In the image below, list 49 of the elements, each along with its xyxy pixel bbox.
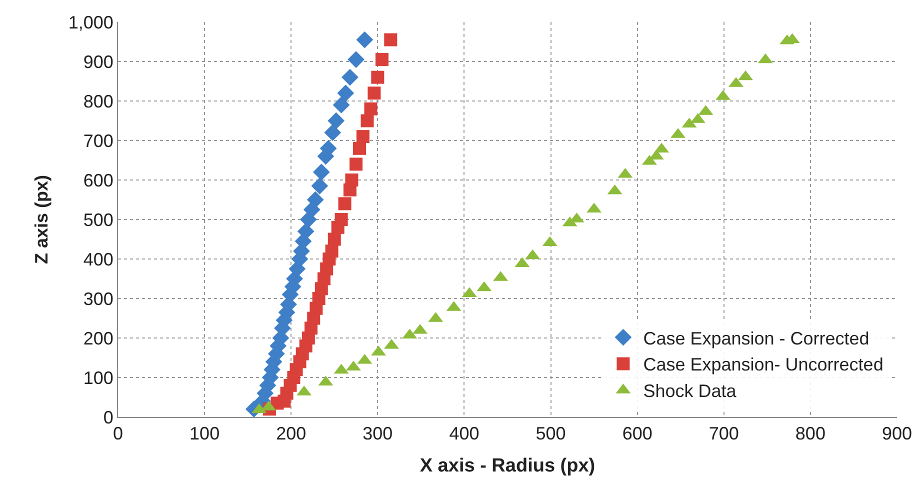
y-tick-label: 100 bbox=[83, 368, 114, 388]
point bbox=[312, 164, 330, 181]
point bbox=[356, 130, 370, 144]
point bbox=[324, 124, 342, 142]
legend-label: Case Expansion- Uncorrected bbox=[643, 354, 884, 375]
point bbox=[350, 158, 363, 171]
point bbox=[364, 102, 378, 116]
point bbox=[352, 142, 366, 155]
x-tick-label: 800 bbox=[795, 424, 826, 444]
point bbox=[328, 112, 345, 130]
point bbox=[306, 191, 324, 208]
point bbox=[338, 197, 352, 210]
point bbox=[371, 70, 384, 84]
point bbox=[325, 244, 338, 258]
y-tick-label: 700 bbox=[83, 130, 114, 151]
x-tick-label: 700 bbox=[708, 424, 739, 444]
point bbox=[375, 53, 388, 66]
x-tick-label: 600 bbox=[622, 424, 652, 444]
point bbox=[337, 84, 354, 102]
x-tick-label: 400 bbox=[449, 424, 480, 444]
y-axis-title: Z axis (px) bbox=[32, 174, 52, 264]
y-tick-label: 300 bbox=[83, 288, 114, 309]
point bbox=[342, 68, 358, 86]
y-tick-label: 200 bbox=[83, 328, 114, 348]
point bbox=[384, 33, 398, 46]
x-tick-label: 300 bbox=[362, 424, 393, 444]
y-tick-label: 600 bbox=[83, 170, 114, 190]
point bbox=[311, 177, 328, 194]
y-tick-label: 1,000 bbox=[68, 12, 114, 32]
point bbox=[345, 174, 358, 186]
point bbox=[360, 114, 374, 128]
point bbox=[332, 96, 350, 114]
y-tick-label: 900 bbox=[83, 52, 114, 72]
x-axis-title: X axis - Radius (px) bbox=[420, 455, 596, 476]
legend-label: Case Expansion - Corrected bbox=[643, 328, 870, 348]
legend-label: Shock Data bbox=[643, 381, 738, 402]
x-tick-label: 100 bbox=[190, 424, 220, 444]
x-tick-label: 900 bbox=[882, 424, 912, 444]
x-tick-label: 200 bbox=[276, 424, 306, 444]
y-tick-label: 500 bbox=[83, 210, 114, 230]
point bbox=[334, 213, 348, 226]
y-tick-label: 0 bbox=[103, 407, 114, 428]
point bbox=[368, 86, 381, 100]
point bbox=[356, 31, 374, 48]
y-tick-label: 400 bbox=[83, 249, 114, 270]
point bbox=[328, 232, 341, 246]
x-tick-label: 500 bbox=[536, 424, 566, 444]
point bbox=[348, 51, 364, 68]
y-tick-label: 800 bbox=[83, 91, 114, 112]
